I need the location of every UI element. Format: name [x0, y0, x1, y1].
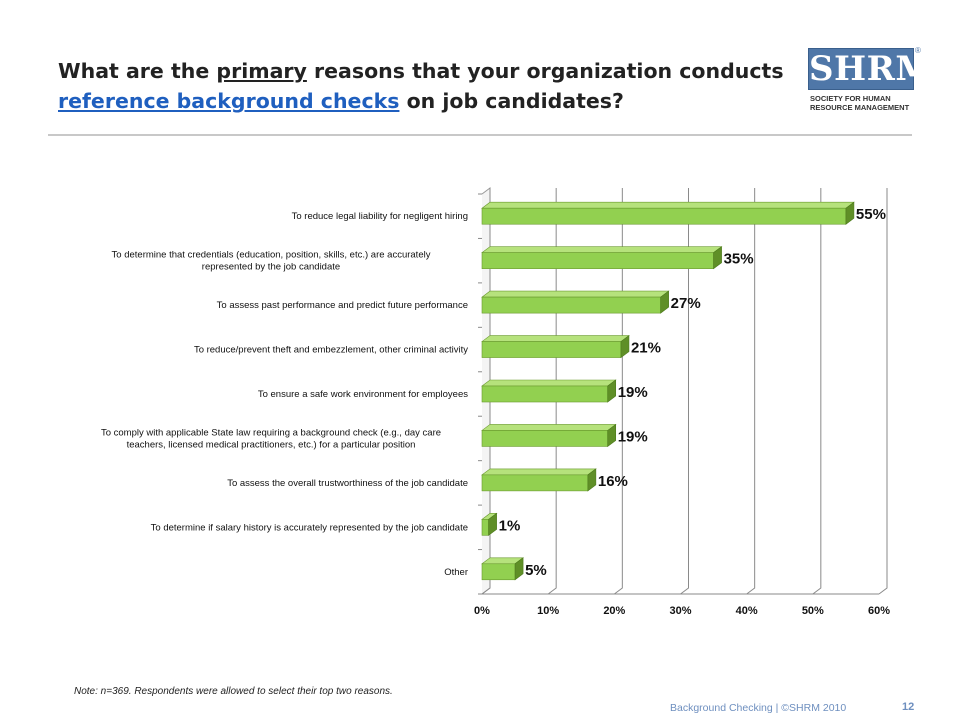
category-label-line: To assess the overall trustworthiness of… — [227, 478, 468, 489]
bar-top-face — [481, 246, 723, 253]
title-divider — [48, 134, 912, 136]
bar — [481, 296, 661, 314]
x-tick-label: 50% — [802, 605, 824, 617]
category-label-line: teachers, licensed medical practitioners… — [127, 439, 416, 450]
bar-end-face — [660, 290, 669, 314]
category-label-line: represented by the job candidate — [202, 262, 340, 273]
bar — [481, 563, 516, 581]
bar-top-face — [481, 379, 617, 387]
category-label-line: To comply with applicable State law requ… — [101, 427, 441, 438]
category-label: To determine that credentials (education… — [112, 250, 431, 273]
category-label: To reduce/prevent theft and embezzlement… — [194, 345, 468, 356]
bar-top-face — [481, 468, 597, 476]
x-tick-label: 60% — [868, 605, 890, 617]
x-tick-label: 0% — [474, 605, 490, 617]
title-emphasis: primary — [216, 59, 307, 83]
category-label-line: To assess past performance and predict f… — [217, 300, 468, 311]
gridline — [878, 188, 888, 595]
x-tick-label: 30% — [669, 605, 691, 617]
title-link[interactable]: reference background checks — [58, 89, 400, 113]
bar-end-face — [587, 468, 597, 492]
logo-registered: ® — [915, 46, 921, 55]
data-label: 21% — [631, 340, 661, 357]
gridline — [680, 188, 689, 595]
bar — [481, 474, 589, 492]
data-label: 19% — [618, 428, 648, 445]
logo-line-1: SOCIETY FOR HUMAN — [810, 94, 891, 103]
data-label: 19% — [618, 384, 648, 401]
footer-text: Background Checking | ©SHRM 2010 — [670, 702, 847, 714]
category-label: To comply with applicable State law requ… — [101, 427, 441, 450]
footnote: Note: n=369. Respondents were allowed to… — [74, 686, 393, 697]
title-mid: reasons that your organization conducts — [306, 59, 784, 83]
bar-end-face — [607, 423, 617, 448]
category-label-line: To ensure a safe work environment for em… — [258, 389, 468, 400]
category-label-line: To determine that credentials (education… — [112, 250, 431, 261]
bar — [481, 430, 609, 447]
slide-title: What are the primary reasons that your o… — [58, 56, 798, 116]
title-post: on job candidates? — [399, 89, 624, 113]
data-label: 55% — [856, 206, 886, 223]
logo-mark-box: SHRM — [808, 48, 934, 90]
x-tick-label: 40% — [736, 605, 758, 617]
category-label: To reduce legal liability for negligent … — [292, 211, 468, 222]
x-tick-label: 20% — [603, 605, 625, 617]
data-label: 1% — [499, 517, 521, 534]
bar-end-face — [713, 246, 722, 270]
x-tick-label: 10% — [537, 605, 559, 617]
page-number: 12 — [902, 701, 915, 713]
bar-end-face — [620, 334, 630, 359]
data-label: 5% — [525, 562, 547, 579]
gridline — [614, 188, 623, 595]
gridline — [481, 188, 491, 595]
category-label: To assess past performance and predict f… — [217, 300, 468, 311]
bar-end-face — [488, 512, 497, 536]
bar-end-face — [607, 379, 617, 403]
category-label: To ensure a safe work environment for em… — [258, 389, 468, 400]
gridline — [746, 188, 756, 595]
category-label-line: To reduce/prevent theft and embezzlement… — [194, 345, 468, 356]
data-label: 27% — [671, 295, 701, 312]
logo-line-2: RESOURCE MANAGEMENT — [810, 103, 910, 112]
category-label-line: To reduce legal liability for negligent … — [292, 211, 468, 222]
category-label-line: Other — [444, 567, 468, 578]
shrm-logo: SHRM ® SOCIETY FOR HUMAN RESOURCE MANAGE… — [808, 46, 934, 118]
bar-end-face — [514, 557, 524, 581]
category-label: Other — [444, 567, 468, 578]
bar-top-face — [481, 335, 630, 342]
title-pre: What are the — [58, 59, 217, 83]
bar — [481, 385, 609, 403]
category-label-line: To determine if salary history is accura… — [151, 522, 468, 533]
logo-subtitle: SOCIETY FOR HUMAN RESOURCE MANAGEMENT — [810, 94, 920, 112]
bar — [481, 207, 847, 225]
bar-top-face — [481, 424, 617, 431]
bar — [481, 341, 622, 358]
bar — [481, 519, 489, 536]
logo-mark: SHRM — [809, 49, 934, 89]
category-label: To determine if salary history is accura… — [151, 522, 468, 533]
bar — [481, 252, 714, 269]
bar-end-face — [845, 201, 855, 225]
category-label: To assess the overall trustworthiness of… — [227, 478, 468, 489]
bar-top-face — [481, 201, 855, 209]
bar-top-face — [481, 290, 670, 298]
gridline — [547, 188, 557, 595]
gridline — [812, 188, 822, 595]
data-label: 35% — [724, 251, 754, 268]
data-label: 16% — [598, 473, 628, 490]
